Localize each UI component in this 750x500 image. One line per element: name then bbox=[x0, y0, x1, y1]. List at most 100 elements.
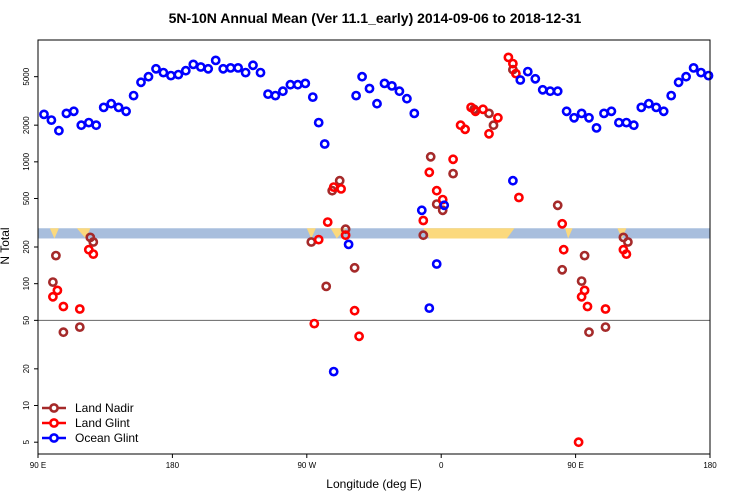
data-point bbox=[561, 106, 572, 117]
data-point bbox=[321, 281, 332, 292]
data-point bbox=[136, 77, 146, 88]
data-point bbox=[478, 104, 488, 115]
data-point bbox=[309, 318, 320, 329]
data-point bbox=[492, 112, 503, 123]
data-point bbox=[579, 285, 590, 296]
legend-marker bbox=[49, 418, 59, 428]
data-point bbox=[364, 83, 375, 94]
y-tick-label: 50 bbox=[22, 315, 31, 324]
data-point bbox=[576, 108, 587, 119]
data-point bbox=[431, 185, 442, 196]
data-point bbox=[621, 249, 632, 259]
data-point bbox=[409, 108, 420, 119]
ocean-band bbox=[38, 228, 710, 239]
data-point bbox=[448, 154, 458, 165]
data-point bbox=[425, 151, 436, 162]
data-point bbox=[651, 102, 662, 113]
data-point bbox=[351, 90, 361, 101]
data-point bbox=[203, 63, 214, 74]
data-point bbox=[386, 81, 397, 91]
data-point bbox=[628, 120, 639, 131]
x-tick-label: 0 bbox=[439, 461, 444, 470]
data-point bbox=[658, 106, 669, 117]
x-tick-label: 180 bbox=[703, 461, 717, 470]
data-point bbox=[210, 55, 221, 66]
data-point bbox=[277, 86, 288, 97]
data-point bbox=[696, 67, 706, 78]
data-point bbox=[58, 301, 69, 312]
land-patch-0 bbox=[49, 228, 59, 239]
data-point bbox=[68, 106, 79, 117]
data-point bbox=[424, 167, 435, 178]
x-tick-label: 90 E bbox=[30, 461, 46, 470]
data-point bbox=[576, 276, 587, 286]
data-point bbox=[418, 215, 429, 226]
data-point bbox=[143, 71, 154, 82]
plot-area bbox=[38, 40, 710, 454]
data-point bbox=[606, 106, 617, 117]
y-axis-label: N Total bbox=[0, 227, 12, 264]
data-point bbox=[666, 90, 677, 101]
data-point bbox=[336, 183, 346, 194]
data-point bbox=[113, 102, 124, 113]
data-point bbox=[121, 106, 131, 117]
y-tick-label: 200 bbox=[22, 240, 31, 254]
map-band bbox=[38, 228, 710, 239]
x-tick-label: 180 bbox=[166, 461, 180, 470]
data-point bbox=[255, 67, 266, 78]
data-point bbox=[448, 168, 458, 179]
x-tick-label: 90 E bbox=[567, 461, 583, 470]
data-point bbox=[584, 112, 594, 123]
data-point bbox=[552, 200, 563, 211]
land-patch-2 bbox=[306, 228, 316, 239]
data-point bbox=[582, 301, 593, 312]
data-point bbox=[98, 102, 109, 113]
data-point bbox=[673, 77, 684, 88]
y-tick-label: 10 bbox=[22, 401, 31, 410]
y-tick-label: 2000 bbox=[22, 116, 31, 134]
data-point bbox=[313, 234, 324, 245]
data-points bbox=[39, 52, 714, 448]
data-point bbox=[416, 205, 427, 216]
data-point bbox=[88, 249, 99, 259]
data-point bbox=[46, 115, 57, 125]
data-point bbox=[569, 112, 579, 123]
plot-background bbox=[38, 40, 710, 454]
data-point bbox=[158, 67, 169, 78]
data-point bbox=[52, 285, 63, 296]
x-axis: 90 E 180 90 W 0 90 E 180 bbox=[30, 454, 717, 470]
data-point bbox=[270, 90, 281, 101]
data-point bbox=[128, 90, 139, 101]
data-point bbox=[354, 331, 364, 342]
data-point bbox=[248, 60, 258, 71]
y-axis: 5 10 20 50 100 200 500 1000 2000 5000 bbox=[22, 67, 38, 444]
data-point bbox=[515, 75, 526, 85]
data-point bbox=[600, 322, 611, 332]
legend-label: Land Glint bbox=[75, 416, 130, 430]
data-point bbox=[319, 139, 330, 149]
data-point bbox=[233, 63, 243, 73]
data-point bbox=[349, 262, 360, 273]
data-point bbox=[313, 117, 324, 128]
data-point bbox=[349, 305, 360, 316]
chart-title: 5N-10N Annual Mean (Ver 11.1_early) 2014… bbox=[169, 10, 582, 26]
series-land-glint bbox=[48, 52, 632, 448]
data-point bbox=[151, 63, 161, 74]
data-point bbox=[508, 175, 518, 186]
data-point bbox=[484, 128, 494, 139]
y-tick-label: 5000 bbox=[22, 67, 31, 85]
y-tick-label: 5 bbox=[22, 439, 31, 444]
data-point bbox=[88, 237, 99, 247]
data-point bbox=[623, 237, 633, 247]
legend-label: Ocean Glint bbox=[75, 431, 139, 445]
data-point bbox=[439, 200, 450, 211]
data-point bbox=[643, 98, 654, 109]
data-point bbox=[573, 437, 584, 448]
data-point bbox=[58, 327, 69, 338]
data-point bbox=[401, 93, 412, 104]
data-point bbox=[343, 239, 354, 250]
data-point bbox=[600, 304, 611, 314]
data-point bbox=[530, 73, 541, 84]
